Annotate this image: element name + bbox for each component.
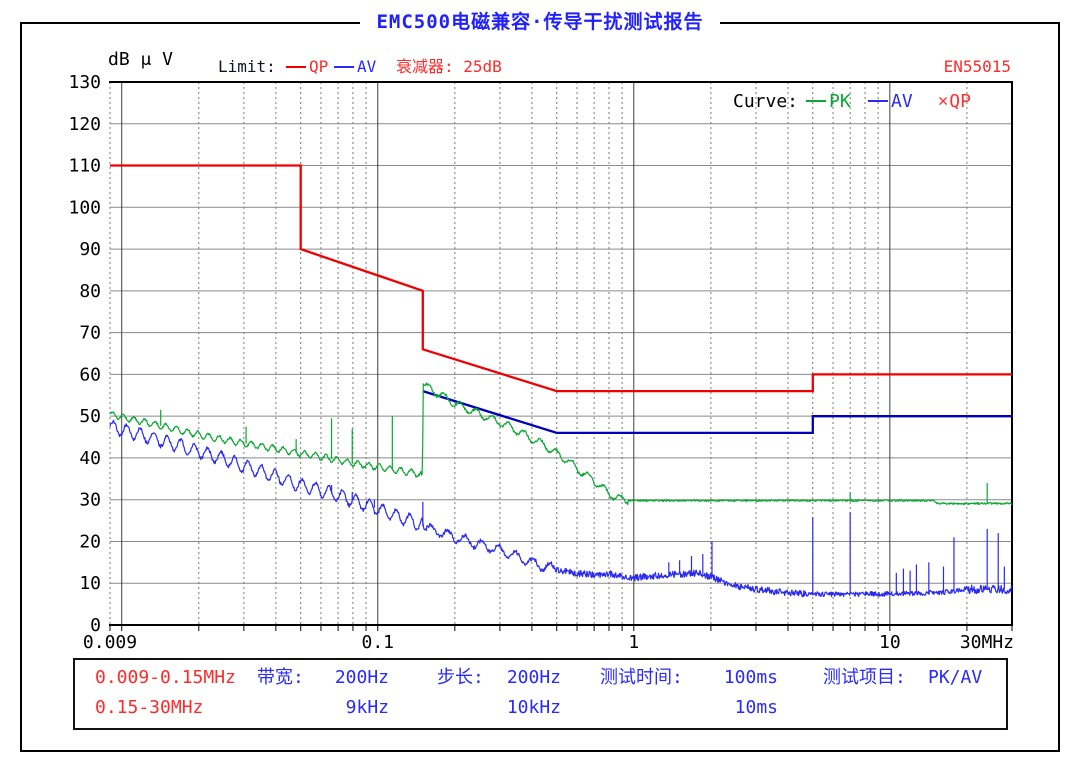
x-tick-label: 0.009 [83,632,137,653]
av-curve [109,419,1013,598]
y-tick-label: 40 [79,448,101,469]
limit-av-label: AV [357,57,377,76]
y-tick-label: 30 [79,490,101,511]
y-tick-label: 80 [79,281,101,302]
test-time-value-2: 10ms [734,697,778,718]
y-tick-label: 100 [68,197,101,218]
y-unit-label: dB μ V [108,49,174,70]
minor-gridlines [109,82,968,625]
test-time-value-1: 100ms [723,667,778,688]
bandwidth-label: 带宽: [257,667,304,688]
pk-curve [109,382,1013,506]
test-time-label: 测试时间: [600,667,683,688]
legend-qp-entry: ✕ QP [938,90,971,112]
x-tick-label: 0.1 [361,632,394,653]
y-tick-label: 50 [79,406,101,427]
info-box [73,658,1008,730]
measured-curves [109,382,1013,598]
pk-curve-line-icon [806,100,826,102]
y-tick-label: 110 [68,156,101,177]
limit-qp-entry: QP [286,57,328,77]
horizontal-gridlines [110,123,1012,584]
av-limit-line-icon [334,66,354,68]
legend-pk-label: PK [829,90,851,112]
legend-qp-label: QP [949,90,971,112]
test-item-label: 测试项目: [823,667,906,688]
legend-av-entry: AV [868,90,913,112]
y-tick-label: 90 [79,239,101,260]
av-limit-line [422,390,1012,435]
x-tick-marks [109,625,1013,631]
test-item-value: PK/AV [928,667,983,688]
legend-pk-entry: PK [806,90,851,112]
y-tick-label: 60 [79,364,101,385]
y-tick-label: 0 [90,615,101,636]
bandwidth-value-1: 200Hz [334,667,389,688]
qp-limit-line [110,164,1012,393]
x-tick-label: 1 [628,632,639,653]
limit-qp-label: QP [309,57,329,76]
x-axis-labels: 0.009 0.1 1 10 30MHz [83,632,1014,653]
x-tick-label: 10 [879,632,901,653]
av-curve-line-icon [868,100,888,102]
report-title-row: EMC500电磁兼容·传导干扰测试报告 [0,10,1080,34]
limit-lines [110,164,1012,435]
x-tick-label: 30MHz [960,632,1014,653]
limit-label: Limit: [218,57,276,76]
qp-limit-line-icon [286,66,306,68]
step-label: 步长: [437,667,484,688]
bandwidth-value-2: 9kHz [345,697,389,718]
freq-range-2: 0.15-30MHz [95,697,204,718]
qp-cross-marker-icon: ✕ [938,91,949,111]
attenuator-label: 衰减器: 25dB [396,57,502,76]
y-tick-label: 130 [68,72,101,93]
pk-curve-spikes [160,409,988,504]
step-value-2: 10kHz [506,697,561,718]
y-tick-label: 70 [79,323,101,344]
legend-av-label: AV [891,90,913,112]
y-axis-labels: 0 10 20 30 40 50 60 70 80 90 100 110 120 130 [68,72,101,636]
y-tick-label: 120 [68,114,101,135]
av-curve-spikes [330,485,1005,595]
step-value-1: 200Hz [506,667,561,688]
page-title: EMC500电磁兼容·传导干扰测试报告 [360,10,720,34]
plot-borders [109,81,1013,626]
freq-range-1: 0.009-0.15MHz [95,667,236,688]
y-tick-label: 10 [79,573,101,594]
standard-label: EN55015 [943,57,1011,76]
y-tick-label: 20 [79,531,101,552]
limit-av-entry: AV [334,57,376,77]
major-gridlines [121,82,891,625]
curve-legend-label: Curve: [733,90,799,112]
